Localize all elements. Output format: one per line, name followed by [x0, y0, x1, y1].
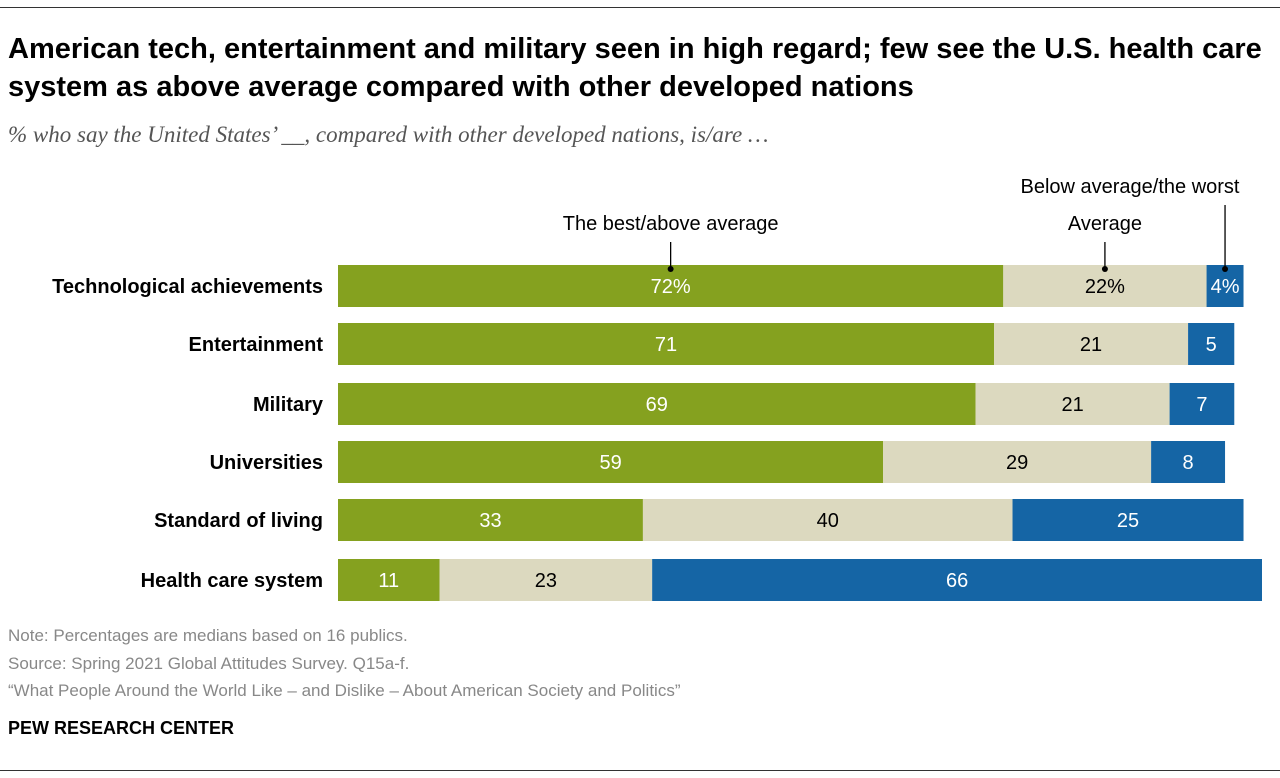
legend-label: Below average/the worst	[1020, 176, 1239, 198]
bar-segment	[1151, 441, 1226, 483]
bar-segment	[642, 499, 1013, 541]
data-label: 22%	[1085, 276, 1125, 298]
legend-leader-dot	[667, 266, 674, 272]
legend-label: The best/above average	[563, 213, 779, 235]
legend-leader-dot	[1222, 266, 1229, 272]
brand-logo-text: PEW RESEARCH CENTER	[8, 718, 235, 738]
legend-label: Average	[1068, 213, 1142, 235]
data-label: 8	[1183, 452, 1194, 474]
bar-segment	[883, 441, 1152, 483]
chart-title: American tech, entertainment and militar…	[8, 33, 1262, 103]
category-label: Entertainment	[189, 334, 324, 356]
bottom-rule	[0, 770, 1280, 771]
top-rule	[0, 7, 1280, 8]
bar-segment	[652, 559, 1262, 601]
category-label: Standard of living	[154, 510, 323, 532]
bar-segment	[1169, 383, 1235, 425]
data-label: 23	[535, 570, 557, 592]
data-label: 25	[1117, 510, 1139, 532]
data-label: 4%	[1211, 276, 1240, 298]
bar-segment	[338, 441, 884, 483]
note-text: Note: Percentages are medians based on 1…	[8, 626, 408, 645]
chart-subtitle: % who say the United States’ __, compare…	[8, 122, 769, 147]
data-label: 11	[378, 570, 399, 592]
category-label: Military	[253, 394, 324, 416]
source-text: Source: Spring 2021 Global Attitudes Sur…	[8, 654, 410, 673]
legend-leader-dot	[1101, 266, 1108, 272]
bar-segment	[1188, 323, 1235, 365]
bar-segment	[338, 559, 440, 601]
category-label: Health care system	[141, 570, 323, 592]
bar-segment	[994, 323, 1189, 365]
bar-segment	[439, 559, 653, 601]
bar-segment	[338, 323, 995, 365]
data-label: 5	[1206, 334, 1217, 356]
bar-segment	[338, 383, 976, 425]
data-label: 69	[646, 394, 668, 416]
data-label: 59	[599, 452, 621, 474]
data-label: 21	[1061, 394, 1083, 416]
bar-segment	[338, 499, 643, 541]
stacked-bar-chart: Technological achievements 72% The best/ab…	[52, 176, 1262, 601]
report-title-text: “What People Around the World Like – and…	[8, 681, 681, 700]
data-label: 40	[817, 510, 839, 532]
data-label: 33	[479, 510, 501, 532]
category-label: Universities	[210, 452, 323, 474]
bar-segment	[975, 383, 1170, 425]
category-label: Technological achievements	[52, 276, 323, 298]
data-label: 72%	[651, 276, 691, 298]
data-label: 66	[946, 570, 968, 592]
data-label: 71	[655, 334, 677, 356]
bar-segment	[1012, 499, 1244, 541]
data-label: 7	[1196, 394, 1207, 416]
data-label: 29	[1006, 452, 1028, 474]
data-label: 21	[1080, 334, 1102, 356]
